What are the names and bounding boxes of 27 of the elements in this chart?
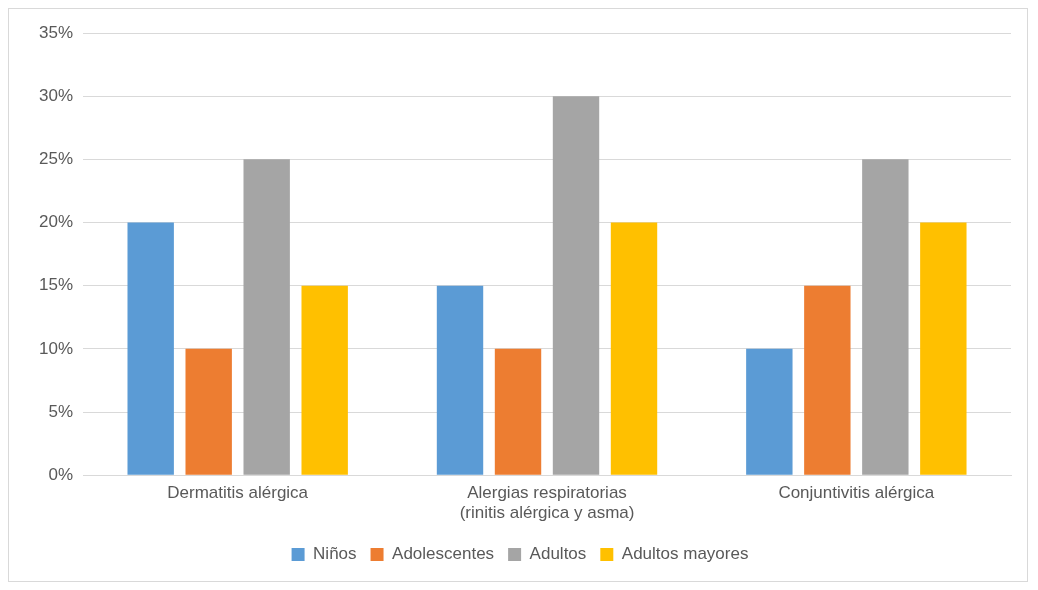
bar xyxy=(127,222,174,475)
x-tick-label: Alergias respiratorias (rinitis alérgica y asma) xyxy=(459,483,635,523)
bar xyxy=(436,285,484,475)
bar xyxy=(494,348,542,475)
legend-label: Adolescentes xyxy=(392,544,495,564)
bar xyxy=(243,159,290,475)
y-tick-label: 35% xyxy=(38,22,74,42)
y-tick-label: 25% xyxy=(38,149,74,169)
bar xyxy=(804,285,851,475)
bar xyxy=(552,96,600,475)
bar xyxy=(746,348,793,475)
bar xyxy=(610,222,658,475)
bar xyxy=(862,159,909,475)
x-tick-label: Conjuntivitis alérgica xyxy=(778,483,935,503)
y-tick-label: 5% xyxy=(48,401,74,421)
legend-label: Adultos mayores xyxy=(621,544,749,564)
legend-label: Niños xyxy=(313,544,357,564)
y-tick-label: 30% xyxy=(38,85,74,105)
legend-label: Adultos xyxy=(529,544,587,564)
bar xyxy=(185,348,232,475)
y-tick-label: 10% xyxy=(38,338,74,358)
bar xyxy=(920,222,967,475)
y-tick-label: 20% xyxy=(38,212,74,232)
bar xyxy=(301,285,348,475)
y-tick-label: 15% xyxy=(38,275,74,295)
x-tick-label: Dermatitis alérgica xyxy=(167,483,309,503)
y-tick-label: 0% xyxy=(48,464,74,484)
